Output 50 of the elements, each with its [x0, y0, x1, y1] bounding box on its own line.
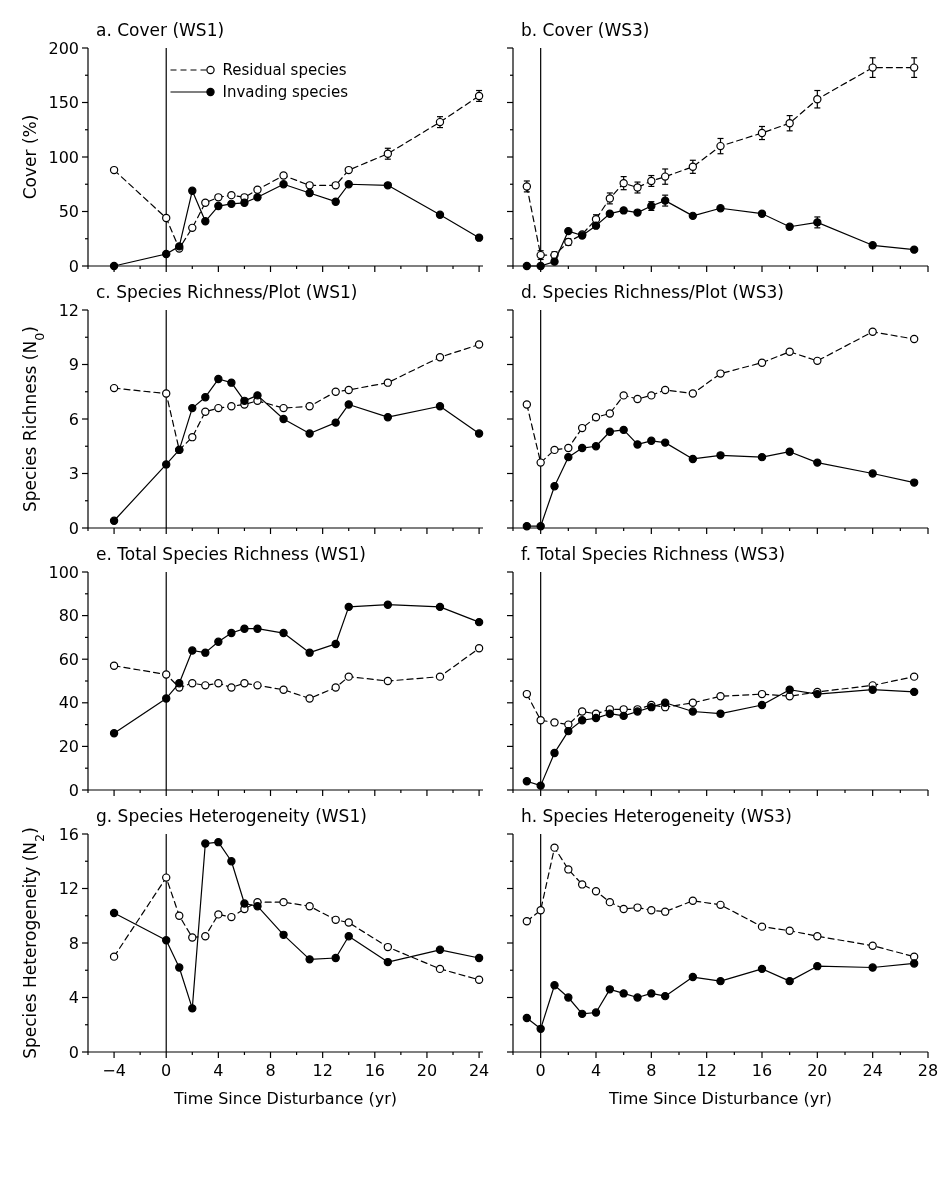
chart-title: e. Total Species Richness (WS1) — [96, 544, 366, 564]
y-tick-label: 20 — [58, 737, 79, 756]
y-tick-label: 150 — [48, 93, 79, 113]
x-tick-label: 0 — [535, 1061, 546, 1080]
y-tick-label: 100 — [48, 562, 79, 582]
y-tick-label: 40 — [58, 693, 79, 713]
y-tick-label: 4 — [68, 988, 79, 1008]
y-tick-label: 200 — [48, 38, 79, 58]
chart-title: d. Species Richness/Plot (WS3) — [521, 282, 784, 302]
y-tick-label: 12 — [58, 879, 79, 899]
chart-title: g. Species Heterogeneity (WS1) — [96, 806, 367, 826]
y-tick-label: 16 — [58, 824, 79, 844]
x-tick-label: 16 — [364, 1061, 385, 1080]
y-tick-label: 50 — [58, 202, 79, 222]
y-tick-label: 0 — [68, 1042, 79, 1062]
y-tick-label: 3 — [68, 464, 79, 484]
x-tick-label: −4 — [102, 1061, 126, 1080]
y-tick-label: 0 — [68, 518, 79, 538]
y-tick-label: 60 — [58, 649, 79, 669]
y-tick-label: 100 — [48, 147, 79, 167]
x-tick-label: 0 — [161, 1061, 172, 1080]
x-tick-label: 24 — [468, 1061, 490, 1080]
x-tick-label: 4 — [590, 1061, 602, 1080]
y-tick-label: 0 — [68, 256, 79, 276]
x-axis-title: Time Since Disturbance (yr) — [607, 1089, 833, 1108]
x-tick-label: 12 — [312, 1061, 333, 1080]
y-tick-label: 80 — [58, 606, 79, 626]
x-tick-label: 20 — [416, 1061, 438, 1080]
x-axis-title: Time Since Disturbance (yr) — [172, 1089, 398, 1108]
y-tick-label: 9 — [68, 355, 79, 375]
legend-label: Residual species — [222, 61, 347, 80]
y-tick-label: 8 — [68, 933, 79, 953]
chart-title: b. Cover (WS3) — [521, 20, 650, 40]
y-tick-label: 6 — [68, 409, 79, 429]
chart-title: c. Species Richness/Plot (WS1) — [96, 282, 358, 302]
x-tick-label: 8 — [646, 1061, 657, 1080]
chart-title: h. Species Heterogeneity (WS3) — [521, 806, 792, 826]
x-tick-label: 16 — [751, 1061, 773, 1080]
y-tick-label: 12 — [58, 300, 79, 320]
y-axis-title: Cover (%) — [20, 114, 40, 200]
x-tick-label: 20 — [807, 1061, 828, 1080]
y-tick-label: 0 — [68, 780, 79, 800]
x-tick-label: 4 — [213, 1061, 224, 1080]
x-tick-label: 28 — [917, 1061, 939, 1080]
x-tick-label: 8 — [265, 1061, 276, 1080]
chart-title: a. Cover (WS1) — [96, 20, 225, 40]
legend-label: Invading species — [222, 83, 349, 102]
x-tick-label: 12 — [696, 1061, 717, 1080]
x-tick-label: 24 — [862, 1061, 883, 1080]
chart-title: f. Total Species Richness (WS3) — [521, 544, 786, 564]
